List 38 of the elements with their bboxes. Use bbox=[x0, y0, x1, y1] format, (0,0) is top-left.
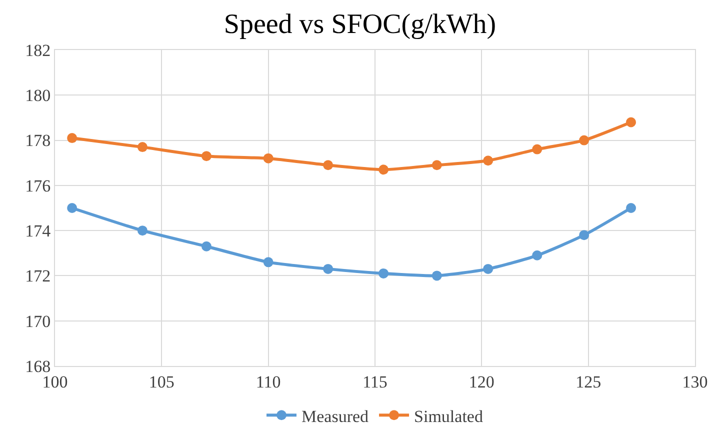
point bbox=[201, 151, 212, 162]
legend-label: Measured bbox=[302, 406, 370, 426]
point bbox=[137, 142, 148, 152]
y-tick-label: 180 bbox=[25, 86, 51, 106]
x-tick-label: 125 bbox=[576, 372, 602, 392]
point bbox=[579, 135, 590, 146]
x-tick-label: 120 bbox=[468, 372, 494, 392]
point bbox=[432, 160, 442, 170]
point bbox=[532, 144, 542, 154]
point bbox=[579, 230, 590, 240]
point bbox=[67, 203, 78, 213]
point bbox=[626, 117, 636, 128]
point bbox=[263, 257, 274, 268]
point bbox=[263, 153, 274, 164]
point bbox=[483, 264, 494, 274]
point bbox=[201, 241, 212, 252]
y-tick-label: 172 bbox=[25, 266, 51, 286]
y-tick-label: 178 bbox=[25, 131, 51, 150]
legend-label: Simulated bbox=[414, 406, 484, 426]
x-tick-label: 105 bbox=[148, 372, 174, 392]
point bbox=[323, 264, 334, 274]
point bbox=[483, 156, 494, 166]
chart-title: Speed vs SFOC(g/kWh) bbox=[224, 8, 496, 40]
y-tick-label: 170 bbox=[25, 312, 51, 331]
point bbox=[626, 203, 636, 213]
x-tick-label: 110 bbox=[256, 372, 281, 392]
x-tick-label: 130 bbox=[682, 372, 708, 392]
point bbox=[67, 133, 78, 144]
y-tick-label: 174 bbox=[25, 222, 52, 241]
y-tick-label: 176 bbox=[25, 176, 51, 196]
point bbox=[378, 164, 389, 175]
y-tick-label: 182 bbox=[25, 40, 51, 60]
x-tick-label: 115 bbox=[362, 372, 388, 392]
point bbox=[323, 160, 334, 170]
point bbox=[378, 268, 389, 278]
point bbox=[432, 270, 442, 281]
point bbox=[532, 250, 542, 260]
point bbox=[137, 226, 148, 236]
